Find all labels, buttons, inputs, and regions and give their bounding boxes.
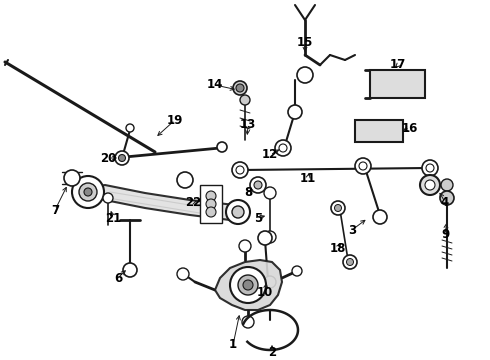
- Circle shape: [264, 276, 276, 288]
- Circle shape: [103, 193, 113, 203]
- Circle shape: [230, 267, 266, 303]
- Text: 4: 4: [441, 195, 449, 208]
- Circle shape: [250, 177, 266, 193]
- Circle shape: [233, 81, 247, 95]
- Text: 3: 3: [348, 224, 356, 237]
- Text: 20: 20: [100, 152, 116, 165]
- Bar: [370, 70, 425, 98]
- Circle shape: [275, 140, 291, 156]
- Circle shape: [422, 160, 438, 176]
- Text: 7: 7: [51, 203, 59, 216]
- Bar: [355, 120, 403, 142]
- Circle shape: [217, 142, 227, 152]
- Circle shape: [346, 258, 353, 266]
- Circle shape: [123, 263, 137, 277]
- Circle shape: [239, 240, 251, 252]
- Circle shape: [254, 181, 262, 189]
- Circle shape: [126, 124, 134, 132]
- Circle shape: [232, 162, 248, 178]
- Text: 5: 5: [254, 211, 262, 225]
- Circle shape: [232, 206, 244, 218]
- Circle shape: [236, 84, 244, 92]
- Circle shape: [258, 231, 272, 245]
- Circle shape: [441, 179, 453, 191]
- Text: 15: 15: [297, 36, 313, 49]
- Circle shape: [440, 191, 454, 205]
- Circle shape: [343, 255, 357, 269]
- Circle shape: [297, 67, 313, 83]
- Text: 14: 14: [207, 78, 223, 91]
- Circle shape: [279, 144, 287, 152]
- Text: 18: 18: [330, 242, 346, 255]
- Circle shape: [115, 151, 129, 165]
- Circle shape: [226, 200, 250, 224]
- Text: 17: 17: [390, 58, 406, 72]
- Circle shape: [335, 204, 342, 211]
- Circle shape: [206, 191, 216, 201]
- Polygon shape: [215, 260, 282, 310]
- Circle shape: [331, 201, 345, 215]
- Circle shape: [206, 207, 216, 217]
- Circle shape: [119, 154, 125, 162]
- Circle shape: [359, 162, 367, 170]
- Text: 11: 11: [300, 171, 316, 184]
- Circle shape: [79, 183, 97, 201]
- Text: 2: 2: [268, 346, 276, 359]
- Circle shape: [72, 176, 104, 208]
- Circle shape: [292, 266, 302, 276]
- Text: 10: 10: [257, 285, 273, 298]
- Circle shape: [355, 158, 371, 174]
- Text: 22: 22: [185, 195, 201, 208]
- Circle shape: [238, 275, 258, 295]
- Circle shape: [264, 187, 276, 199]
- Circle shape: [177, 172, 193, 188]
- Circle shape: [64, 170, 80, 186]
- Circle shape: [206, 199, 216, 209]
- Circle shape: [426, 164, 434, 172]
- Text: 13: 13: [240, 118, 256, 131]
- Text: 12: 12: [262, 148, 278, 162]
- Text: 8: 8: [244, 186, 252, 199]
- Circle shape: [236, 166, 244, 174]
- Circle shape: [425, 180, 435, 190]
- Circle shape: [243, 280, 253, 290]
- Text: 9: 9: [441, 229, 449, 242]
- Bar: [200, 185, 222, 223]
- Circle shape: [242, 316, 254, 328]
- Circle shape: [177, 268, 189, 280]
- Circle shape: [288, 105, 302, 119]
- Circle shape: [240, 95, 250, 105]
- Text: 16: 16: [402, 122, 418, 135]
- Text: 6: 6: [114, 271, 122, 284]
- Circle shape: [84, 188, 92, 196]
- Polygon shape: [88, 185, 240, 220]
- Circle shape: [264, 231, 276, 243]
- Text: 19: 19: [167, 113, 183, 126]
- Circle shape: [420, 175, 440, 195]
- Circle shape: [373, 210, 387, 224]
- Text: 21: 21: [105, 211, 121, 225]
- Text: 1: 1: [229, 338, 237, 351]
